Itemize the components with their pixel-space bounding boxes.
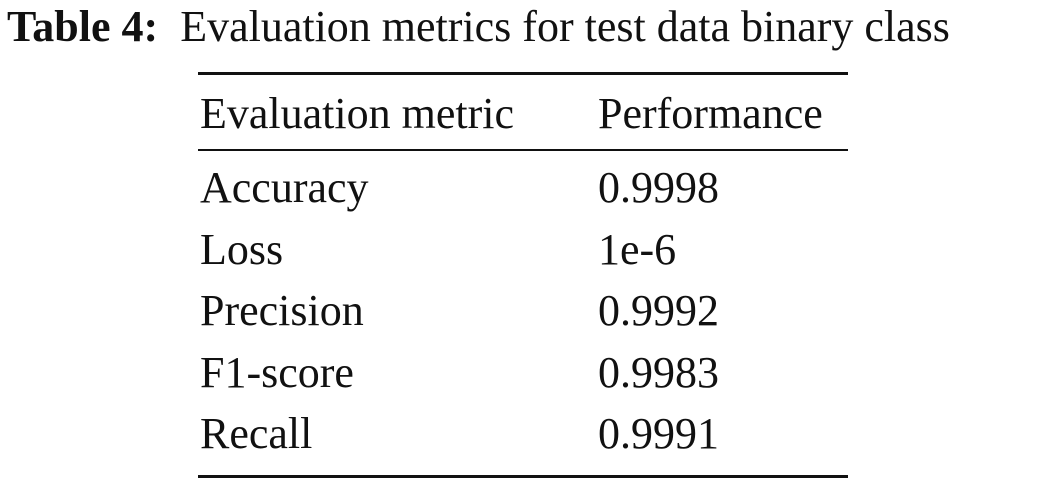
table-row: Loss 1e-6 <box>198 224 848 289</box>
mid-rule <box>198 149 848 151</box>
metric-name: Loss <box>200 224 284 274</box>
header-performance: Performance <box>598 89 823 138</box>
caption-label: Table 4: <box>7 2 159 51</box>
table-row: F1-score 0.9983 <box>198 347 848 412</box>
table-row: Precision 0.9992 <box>198 288 848 350</box>
table-row: Recall 0.9991 <box>198 411 848 473</box>
metric-name: Recall <box>200 409 313 458</box>
metric-value: 1e-6 <box>598 224 677 274</box>
table-caption: Table 4: Evaluation metrics for test data… <box>7 2 1037 52</box>
metric-name: F1-score <box>200 347 354 397</box>
metrics-table: Evaluation metric Performance Accuracy 0… <box>198 72 848 478</box>
header-evaluation-metric: Evaluation metric <box>200 89 514 138</box>
top-rule <box>198 72 848 75</box>
metric-value: 0.9998 <box>598 163 719 212</box>
metric-value: 0.9991 <box>598 409 719 458</box>
table-body: Accuracy 0.9998 Loss 1e-6 Precision 0.99… <box>198 165 848 473</box>
metric-value: 0.9992 <box>598 286 719 335</box>
table-header-row: Evaluation metric Performance <box>198 89 848 139</box>
table-row: Accuracy 0.9998 <box>198 165 848 227</box>
metric-value: 0.9983 <box>598 347 719 397</box>
metric-name: Accuracy <box>200 163 369 212</box>
metric-name: Precision <box>200 286 364 335</box>
caption-text: Evaluation metrics for test data binary … <box>180 2 950 51</box>
